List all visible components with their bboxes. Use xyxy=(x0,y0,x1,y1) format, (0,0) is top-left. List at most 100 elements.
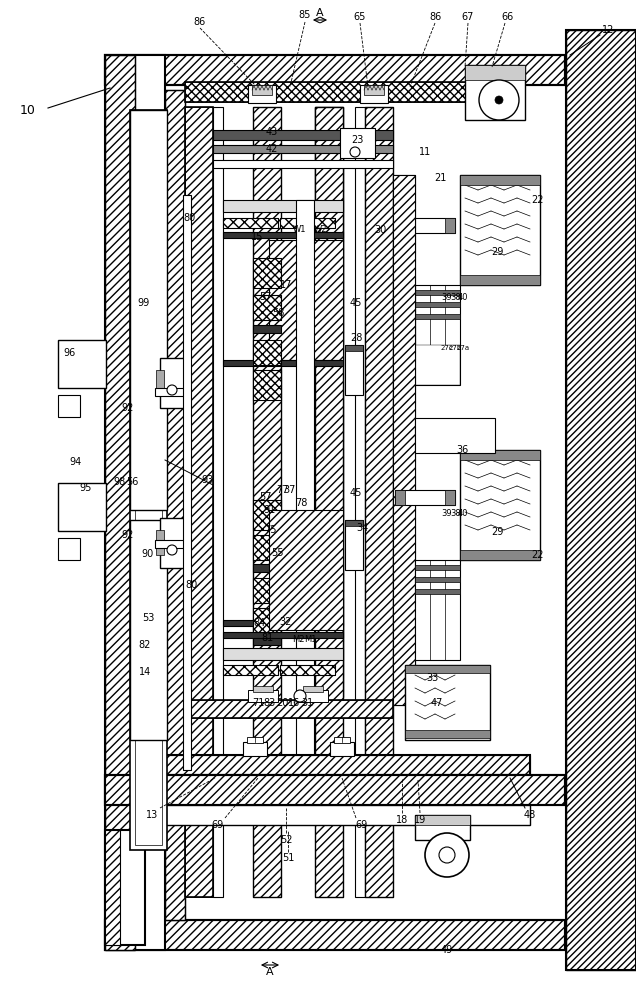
Bar xyxy=(334,737,350,743)
Bar xyxy=(160,518,190,568)
Text: 86: 86 xyxy=(194,17,206,27)
Bar xyxy=(415,589,460,594)
Bar xyxy=(253,295,281,320)
Bar xyxy=(280,218,335,228)
Bar xyxy=(185,107,213,897)
Text: 93: 93 xyxy=(202,475,214,485)
Text: 98: 98 xyxy=(114,477,126,487)
Text: 49: 49 xyxy=(441,945,453,955)
Bar xyxy=(280,665,335,675)
Bar xyxy=(223,232,343,238)
Text: 69: 69 xyxy=(212,820,224,830)
Bar xyxy=(395,490,455,505)
Bar xyxy=(340,128,375,158)
Bar xyxy=(58,340,106,388)
Bar xyxy=(253,370,281,400)
Bar xyxy=(105,920,565,950)
Bar xyxy=(460,550,540,560)
Text: 83: 83 xyxy=(264,698,276,708)
Bar xyxy=(253,107,281,897)
Bar xyxy=(253,578,281,603)
Bar xyxy=(445,218,455,233)
Text: 11: 11 xyxy=(419,147,431,157)
Bar xyxy=(566,30,636,970)
Circle shape xyxy=(439,847,455,863)
Text: 29: 29 xyxy=(491,527,503,537)
Bar xyxy=(252,85,272,95)
Bar xyxy=(105,775,565,805)
Bar xyxy=(105,55,565,85)
Text: 66: 66 xyxy=(502,12,514,22)
Bar xyxy=(460,275,540,285)
Text: 32: 32 xyxy=(280,617,292,627)
Bar xyxy=(460,450,540,560)
Text: A: A xyxy=(316,8,324,18)
Bar xyxy=(415,577,460,582)
Bar xyxy=(223,620,343,626)
Bar xyxy=(405,665,490,740)
Bar xyxy=(395,218,455,233)
Circle shape xyxy=(479,80,519,120)
Bar xyxy=(223,648,343,660)
Text: 30: 30 xyxy=(374,225,386,235)
Bar xyxy=(253,107,281,897)
Bar xyxy=(247,737,263,743)
Text: 19: 19 xyxy=(414,815,426,825)
Text: 80: 80 xyxy=(186,580,198,590)
Bar xyxy=(185,700,393,718)
Bar xyxy=(365,107,393,897)
Bar xyxy=(253,535,281,560)
Text: 99: 99 xyxy=(137,298,149,308)
Circle shape xyxy=(167,545,177,555)
Bar xyxy=(165,90,185,920)
Text: 65: 65 xyxy=(354,12,366,22)
Bar xyxy=(253,500,281,530)
Bar xyxy=(213,130,393,140)
Bar xyxy=(130,110,167,850)
Circle shape xyxy=(495,96,503,104)
Text: 82: 82 xyxy=(139,640,151,650)
Text: 57: 57 xyxy=(259,492,271,502)
Text: 34: 34 xyxy=(356,523,368,533)
Bar xyxy=(460,450,540,460)
Bar xyxy=(395,218,405,233)
Bar xyxy=(296,200,314,800)
Text: 84: 84 xyxy=(254,618,266,628)
Bar xyxy=(253,608,281,633)
Bar xyxy=(465,65,525,80)
Bar xyxy=(105,55,565,85)
Bar xyxy=(105,55,165,950)
Bar xyxy=(365,107,393,897)
Bar xyxy=(253,535,281,560)
Circle shape xyxy=(350,147,360,157)
Bar xyxy=(445,490,455,505)
Bar xyxy=(269,510,343,630)
Text: 67: 67 xyxy=(462,12,474,22)
Bar xyxy=(105,55,135,950)
Text: 10: 10 xyxy=(20,104,36,116)
Bar xyxy=(566,30,636,970)
Text: 69: 69 xyxy=(356,820,368,830)
Bar xyxy=(155,388,190,396)
Bar xyxy=(160,755,530,775)
Bar xyxy=(415,560,460,660)
Bar xyxy=(415,815,470,840)
Bar xyxy=(345,520,363,526)
Text: M2: M2 xyxy=(292,636,304,645)
Bar xyxy=(155,540,190,548)
Text: 85: 85 xyxy=(299,10,311,20)
Bar xyxy=(185,82,515,102)
Text: 33: 33 xyxy=(426,673,438,683)
Bar xyxy=(185,82,515,102)
Bar xyxy=(345,345,363,395)
Bar xyxy=(223,218,278,228)
Bar xyxy=(105,55,135,950)
Bar xyxy=(58,483,106,531)
Bar xyxy=(165,90,185,920)
Circle shape xyxy=(294,690,306,702)
Bar xyxy=(355,107,365,897)
Bar xyxy=(135,115,162,845)
Text: 81: 81 xyxy=(262,633,274,643)
Bar xyxy=(223,665,278,675)
Text: 27a: 27a xyxy=(457,345,469,351)
